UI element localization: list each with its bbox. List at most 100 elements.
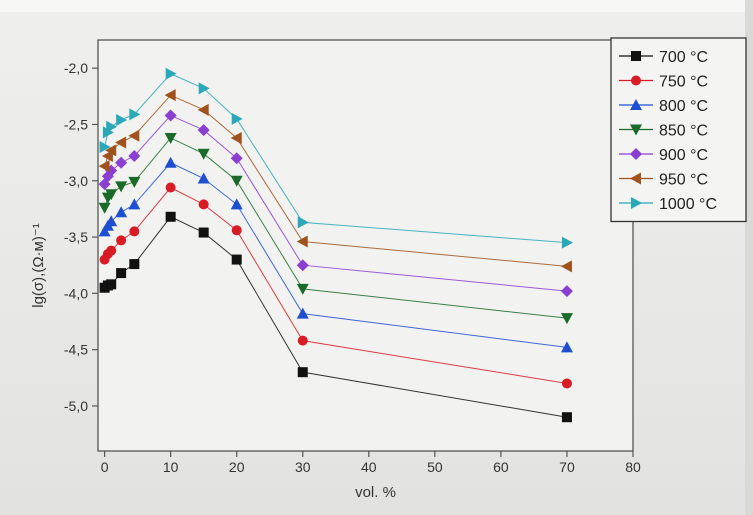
data-point: [165, 211, 176, 222]
data-point: [198, 82, 210, 95]
x-tick-label: 30: [295, 459, 311, 475]
data-point: [115, 156, 128, 169]
x-tick-label: 60: [493, 459, 509, 475]
data-point: [197, 103, 209, 116]
legend-entry: 1000 °C: [619, 196, 717, 213]
data-point: [116, 113, 128, 126]
plot-frame: [97, 39, 634, 452]
legend-label: 800 °C: [659, 98, 708, 115]
data-point: [560, 260, 572, 273]
legend-entry: 700 °C: [619, 49, 708, 66]
x-tick-label: 50: [427, 459, 443, 475]
series-layer: [98, 67, 573, 423]
series-3: [98, 132, 573, 325]
data-point: [560, 341, 573, 353]
y-tick-label: -4,5: [64, 342, 88, 358]
data-point: [297, 335, 308, 346]
data-point: [297, 216, 309, 229]
y-axis-title: lg(σ),(Ω·м)⁻¹: [30, 223, 47, 308]
y-tick-label: -2,0: [64, 60, 88, 76]
data-point: [129, 226, 140, 237]
x-tick-label: 40: [361, 459, 377, 475]
data-point: [105, 189, 118, 201]
data-point: [198, 199, 209, 210]
data-point: [164, 156, 177, 168]
data-point: [115, 136, 127, 149]
photo-right-edge: [745, 0, 753, 515]
data-point: [561, 412, 572, 423]
legend-label: 900 °C: [659, 147, 708, 164]
data-point: [116, 235, 127, 246]
legend-entry: 750 °C: [619, 74, 708, 91]
legend: 700 °C 750 °C 800 °C 850 °C 900 °C 950 °C 1000…: [610, 37, 747, 223]
data-point: [105, 215, 118, 227]
data-point: [231, 225, 242, 236]
data-point: [164, 109, 177, 122]
plot-area: [97, 39, 634, 452]
series-0: [99, 211, 572, 423]
y-tick-label: -3,0: [64, 173, 88, 189]
y-tick-label: -4,0: [64, 285, 88, 301]
legend-entry: 850 °C: [619, 123, 708, 140]
data-point: [230, 175, 243, 187]
series-5: [98, 89, 572, 273]
data-point: [231, 112, 243, 125]
x-tick-label: 20: [229, 459, 245, 475]
data-point: [106, 245, 117, 256]
legend-entry: 950 °C: [619, 172, 708, 189]
data-point: [297, 367, 308, 378]
legend-marker: [630, 124, 642, 136]
data-point: [128, 149, 141, 162]
data-point: [99, 140, 111, 153]
x-tick-label: 80: [625, 459, 641, 475]
data-point: [296, 259, 309, 272]
data-point: [102, 126, 114, 139]
series-6: [99, 67, 573, 249]
legend-marker: [631, 51, 641, 61]
legend-marker: [630, 172, 641, 185]
legend-marker: [630, 148, 642, 160]
x-axis-title: vol. %: [355, 484, 396, 501]
y-tick-label: -3,5: [64, 229, 88, 245]
legend-entry: 900 °C: [619, 147, 708, 164]
data-point: [230, 152, 243, 165]
data-point: [561, 236, 573, 249]
data-point: [560, 313, 573, 325]
data-point: [115, 206, 128, 218]
data-point: [197, 172, 210, 184]
legend-marker: [631, 197, 642, 209]
y-tick-label: -5,0: [64, 398, 88, 414]
data-point: [115, 181, 128, 193]
axes: 0 10 20 30 40 50 60 70 80 -2,0 -2,5 -3,0 -3,5 -4,0 -4,…: [64, 60, 641, 475]
data-point: [296, 283, 309, 295]
data-point: [197, 124, 210, 137]
data-point: [164, 89, 176, 102]
data-point: [128, 198, 141, 210]
data-point: [128, 129, 140, 142]
data-point: [98, 225, 111, 237]
data-point: [116, 268, 127, 279]
data-point: [106, 120, 118, 133]
data-point: [105, 144, 117, 157]
series-4: [98, 109, 573, 298]
legend-marker: [630, 99, 642, 110]
x-tick-label: 70: [559, 459, 575, 475]
legend-label: 1000 °C: [659, 196, 717, 213]
legend-entry: 800 °C: [619, 98, 708, 115]
series-2: [98, 156, 573, 353]
data-point: [165, 182, 176, 193]
data-point: [198, 227, 209, 238]
series-1: [99, 182, 572, 389]
x-tick-label: 0: [101, 459, 109, 475]
legend-label: 700 °C: [659, 49, 708, 66]
legend-label: 850 °C: [659, 123, 708, 140]
data-point: [296, 307, 309, 319]
data-point: [98, 160, 110, 173]
data-point: [98, 202, 111, 214]
data-point: [561, 378, 572, 389]
data-point: [164, 132, 177, 144]
data-point: [296, 235, 308, 248]
data-point: [128, 176, 141, 188]
data-point: [165, 67, 177, 80]
